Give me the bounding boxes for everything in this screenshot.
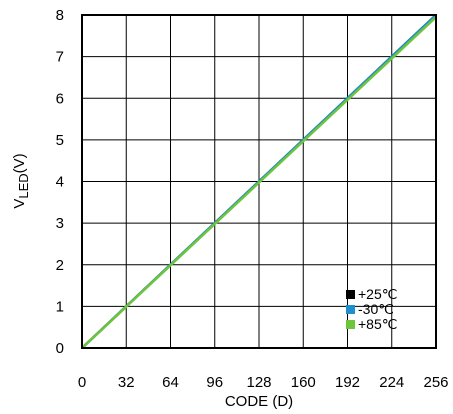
x-tick-label: 64 [162,374,179,391]
y-tick-label: 6 [56,90,64,107]
legend-swatch [346,305,355,314]
x-tick-label: 160 [291,374,316,391]
y-tick-label: 7 [56,49,64,66]
x-tick-label: 256 [423,374,448,391]
y-tick-label: 3 [56,215,64,232]
series-layer [81,14,437,349]
legend-label: +25℃ [358,286,397,302]
y-axis-title: VLED(V) [11,153,31,208]
y-tick-label: 4 [56,174,64,191]
legend-swatch [346,320,355,329]
y-axis-title-unit: (V) [11,153,28,173]
y-tick-label: 5 [56,132,64,149]
x-tick-label: 96 [206,374,223,391]
y-axis-title-sub: LED [16,173,31,198]
series-line-2 [81,16,437,349]
grid [82,15,436,348]
x-tick-label: 224 [379,374,404,391]
legend-swatch [346,290,355,299]
y-axis-title-main: V [11,199,28,209]
y-tick-label: 8 [56,7,64,24]
y-tick-label: 2 [56,257,64,274]
legend: +25℃-30℃+85℃ [346,286,397,332]
legend-label: -30℃ [358,301,394,317]
y-tick-labels: 0 1 2 3 4 5 6 7 8 [56,7,64,357]
y-tick-label: 1 [56,298,64,315]
x-tick-label: 0 [78,374,86,391]
x-tick-label: 128 [246,374,271,391]
plot-frame [81,14,437,349]
x-axis-title: CODE (D) [225,393,293,410]
legend-label: +85℃ [358,316,397,332]
x-tick-label: 32 [118,374,135,391]
y-tick-label: 0 [56,340,64,357]
x-tick-label: 192 [335,374,360,391]
x-tick-labels: 0 32 64 96 128 160 192 224 256 [78,374,449,391]
